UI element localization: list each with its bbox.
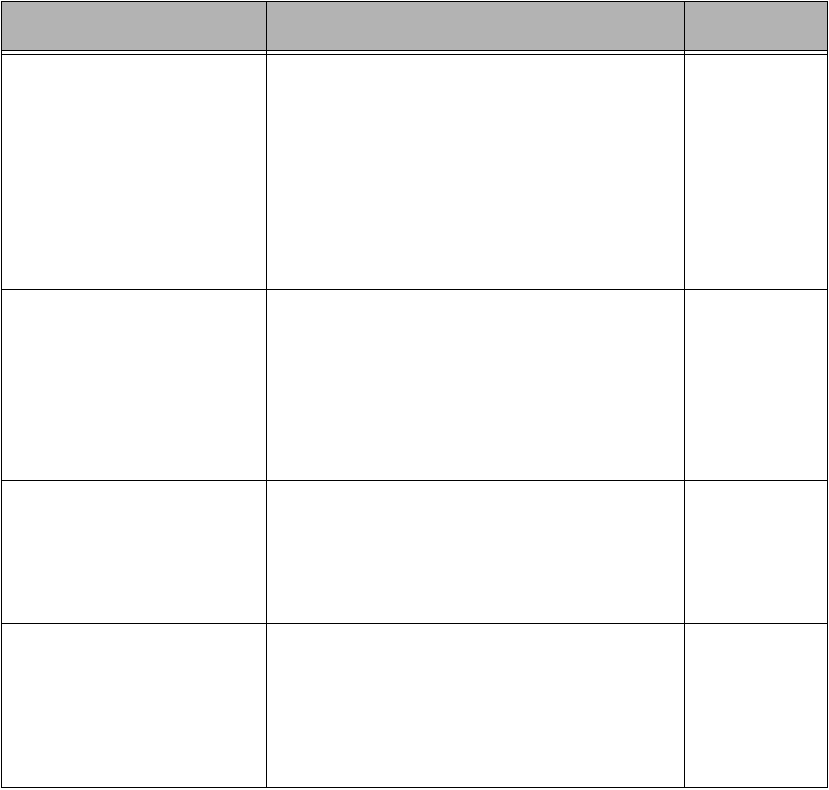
header-background [1, 1, 828, 50]
